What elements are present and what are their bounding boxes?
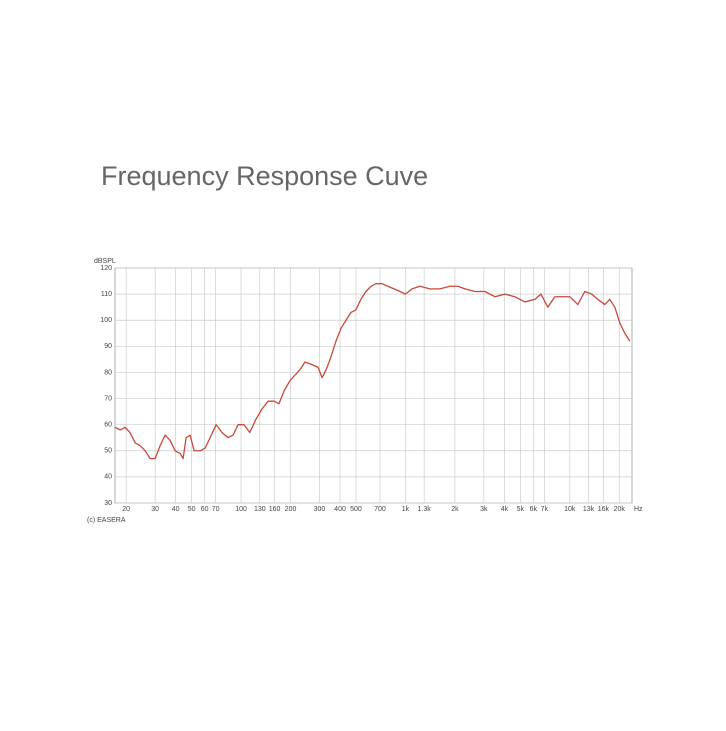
chart-title: Frequency Response Cuve <box>101 161 428 191</box>
x-tick-label: 7k <box>541 506 549 513</box>
x-tick-label: 60 <box>201 506 209 513</box>
y-tick-label: 110 <box>101 291 112 298</box>
credit: (c) EASERA <box>87 517 126 524</box>
y-tick-label: 90 <box>104 343 112 350</box>
x-tick-label: 20 <box>122 506 130 513</box>
x-tick-label: 100 <box>235 506 247 513</box>
y-tick-label: 100 <box>100 317 112 324</box>
x-tick-label: 1.3k <box>418 506 432 513</box>
y-axis-label: dBSPL <box>94 258 116 265</box>
x-tick-label: 130 <box>254 506 266 513</box>
y-tick-label: 70 <box>104 395 112 402</box>
x-tick-label: 400 <box>334 506 346 513</box>
x-tick-label: 160 <box>269 506 281 513</box>
x-tick-label: 6k <box>530 506 538 513</box>
x-tick-label: 3k <box>480 506 488 513</box>
x-tick-label: 50 <box>188 506 196 513</box>
y-tick-label: 30 <box>104 500 112 507</box>
x-tick-label: 5k <box>517 506 525 513</box>
y-tick-label: 40 <box>104 474 112 481</box>
x-tick-label: 13k <box>583 506 595 513</box>
x-tick-label: 4k <box>501 506 509 513</box>
y-tick-label: 80 <box>104 369 112 376</box>
x-tick-label: 200 <box>285 506 297 513</box>
x-tick-label: 700 <box>374 506 386 513</box>
x-tick-label: 10k <box>564 506 576 513</box>
x-tick-label: 500 <box>350 506 362 513</box>
x-tick-label: 300 <box>314 506 326 513</box>
x-tick-label: 30 <box>151 506 159 513</box>
y-tick-label: 60 <box>104 422 112 429</box>
x-tick-label: 70 <box>212 506 220 513</box>
x-tick-label: 40 <box>172 506 180 513</box>
x-unit: Hz <box>634 506 643 513</box>
x-tick-label: 1k <box>402 506 410 513</box>
y-tick-label: 120 <box>100 265 112 272</box>
x-tick-label: 20k <box>614 506 626 513</box>
response-line <box>114 283 631 460</box>
x-tick-label: 16k <box>598 506 610 513</box>
x-tick-label: 2k <box>451 506 459 513</box>
y-tick-label: 50 <box>104 448 112 455</box>
